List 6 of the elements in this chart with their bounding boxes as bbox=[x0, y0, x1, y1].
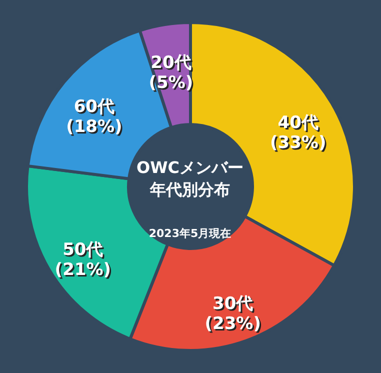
text: OWCメンバー年代別分布 bbox=[136, 158, 244, 199]
data-label: (18%) bbox=[68, 118, 124, 138]
data-label: (23%) bbox=[206, 316, 262, 336]
text: 2023年5月現在 bbox=[148, 227, 232, 240]
data-label: (21%) bbox=[56, 262, 113, 282]
data-label: (33%) bbox=[271, 134, 328, 154]
